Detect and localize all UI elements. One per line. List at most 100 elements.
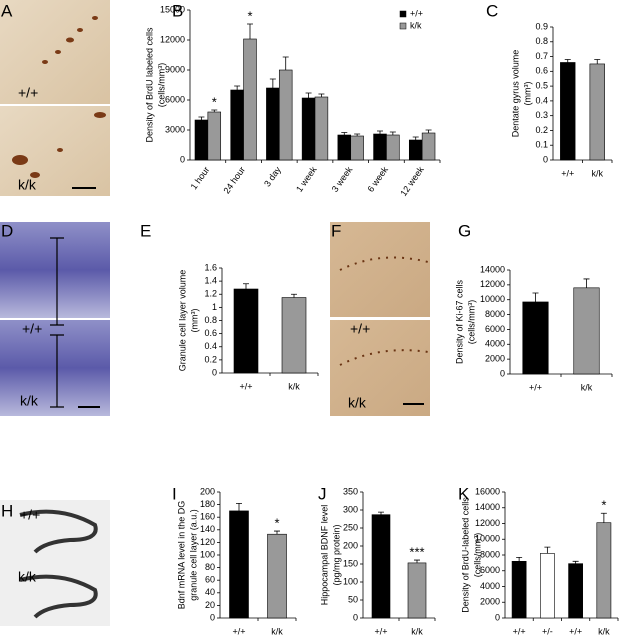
y-tick-label: 40 [205,587,215,597]
x-tick-label: 24 hour [221,165,247,196]
y-tick-label: 0 [543,154,548,164]
y-axis-label: (mm³) [522,82,532,106]
error-bar [318,93,325,97]
y-axis-label: Dentate gyrus volume [510,50,520,138]
bar [266,87,280,161]
y-tick-label: 100 [200,549,215,559]
y-tick-label: 20 [205,600,215,610]
micrograph-h [0,500,110,626]
x-tick-label: k/k [598,626,610,636]
x-tick-label: 1 hour [189,165,212,192]
error-bar [234,85,241,90]
image-label: k/k [18,569,37,585]
x-tick-label: +/+ [374,626,387,636]
y-tick-label: 2000 [485,354,505,364]
y-tick-label: 0.4 [204,341,217,351]
error-bar [600,512,607,523]
y-tick-label: 10000 [480,294,505,304]
y-tick-label: 15000 [160,4,185,14]
error-bar [377,130,383,134]
y-tick-label: 0.6 [535,66,548,76]
error-bar [583,278,590,288]
y-tick-label: 0 [180,154,185,164]
y-tick-label: 14000 [480,264,505,274]
y-tick-label: 9000 [165,64,185,74]
bar [560,62,576,161]
y-tick-label: 8000 [485,309,505,319]
error-bar [572,560,579,564]
y-tick-label: 1.4 [204,276,217,286]
bar [207,111,222,161]
error-bar [389,131,396,135]
y-tick-label: 200 [200,486,215,496]
bar [243,38,257,161]
y-axis-label: Granule cell layer volume [177,270,187,372]
bar [408,139,423,161]
y-tick-label: 1 [212,302,217,312]
error-bar [564,59,571,63]
image-label: +/+ [22,321,42,337]
bar [386,134,400,161]
y-tick-label: 150 [343,558,358,568]
bar [511,560,527,619]
y-axis-label: granule cell layer (a.u.) [188,509,198,601]
bar [522,301,549,375]
y-tick-label: 140 [200,524,215,534]
bar [373,133,387,161]
x-tick-label: +/+ [513,626,526,636]
y-axis-label: Density of BrdU labeled cells [144,27,154,143]
bar [589,63,605,161]
bar [540,553,555,619]
error-bar [544,546,551,554]
bar [229,510,249,619]
x-tick-label: k/k [591,168,603,178]
legend-swatch [399,22,407,30]
y-tick-label: 4000 [480,581,500,591]
significance-label: * [601,498,606,513]
y-axis-label: (cells/mm³) [156,63,166,108]
y-axis-label: (pg/mg protein) [331,524,341,585]
bar [337,134,352,161]
error-bar [198,116,205,120]
y-tick-label: 0.9 [535,21,548,31]
y-tick-label: 6000 [165,94,185,104]
bar [233,288,259,374]
bar [267,533,287,619]
x-tick-label: k/k [581,382,593,392]
y-tick-label: 0 [353,612,358,622]
error-bar [378,511,384,515]
y-tick-label: 350 [343,486,358,496]
y-tick-label: 12000 [480,279,505,289]
y-tick-label: 0.1 [535,140,548,150]
y-tick-label: 60 [205,575,215,585]
error-bar [412,136,419,140]
panel-letter: A [1,1,13,20]
error-bar [414,559,420,563]
panel-letter: F [331,221,341,240]
bar [568,563,583,619]
y-tick-label: 200 [343,540,358,550]
x-tick-label: 3 day [262,164,283,188]
bar [194,119,209,161]
significance-label: * [212,94,217,109]
y-tick-label: 14000 [475,502,500,512]
y-tick-label: 0.5 [535,80,548,90]
y-axis-label: (mm³) [189,309,199,333]
y-tick-label: 180 [200,499,215,509]
y-axis-label: (cells/mm³) [472,533,482,578]
legend-label: +/+ [410,8,423,18]
error-bar [594,59,601,64]
panel-letter: E [140,221,151,240]
panel-letter: H [1,501,13,520]
bar [371,514,391,619]
y-tick-label: 160 [200,512,215,522]
panel-letter: C [486,1,498,20]
bar [278,69,293,161]
image-label: +/+ [20,507,40,523]
x-tick-label: +/+ [569,626,582,636]
error-bar [341,132,348,135]
y-tick-label: 120 [200,537,215,547]
x-tick-label: 12 week [398,164,426,198]
x-tick-label: k/k [411,626,423,636]
y-tick-label: 0.8 [535,36,548,46]
